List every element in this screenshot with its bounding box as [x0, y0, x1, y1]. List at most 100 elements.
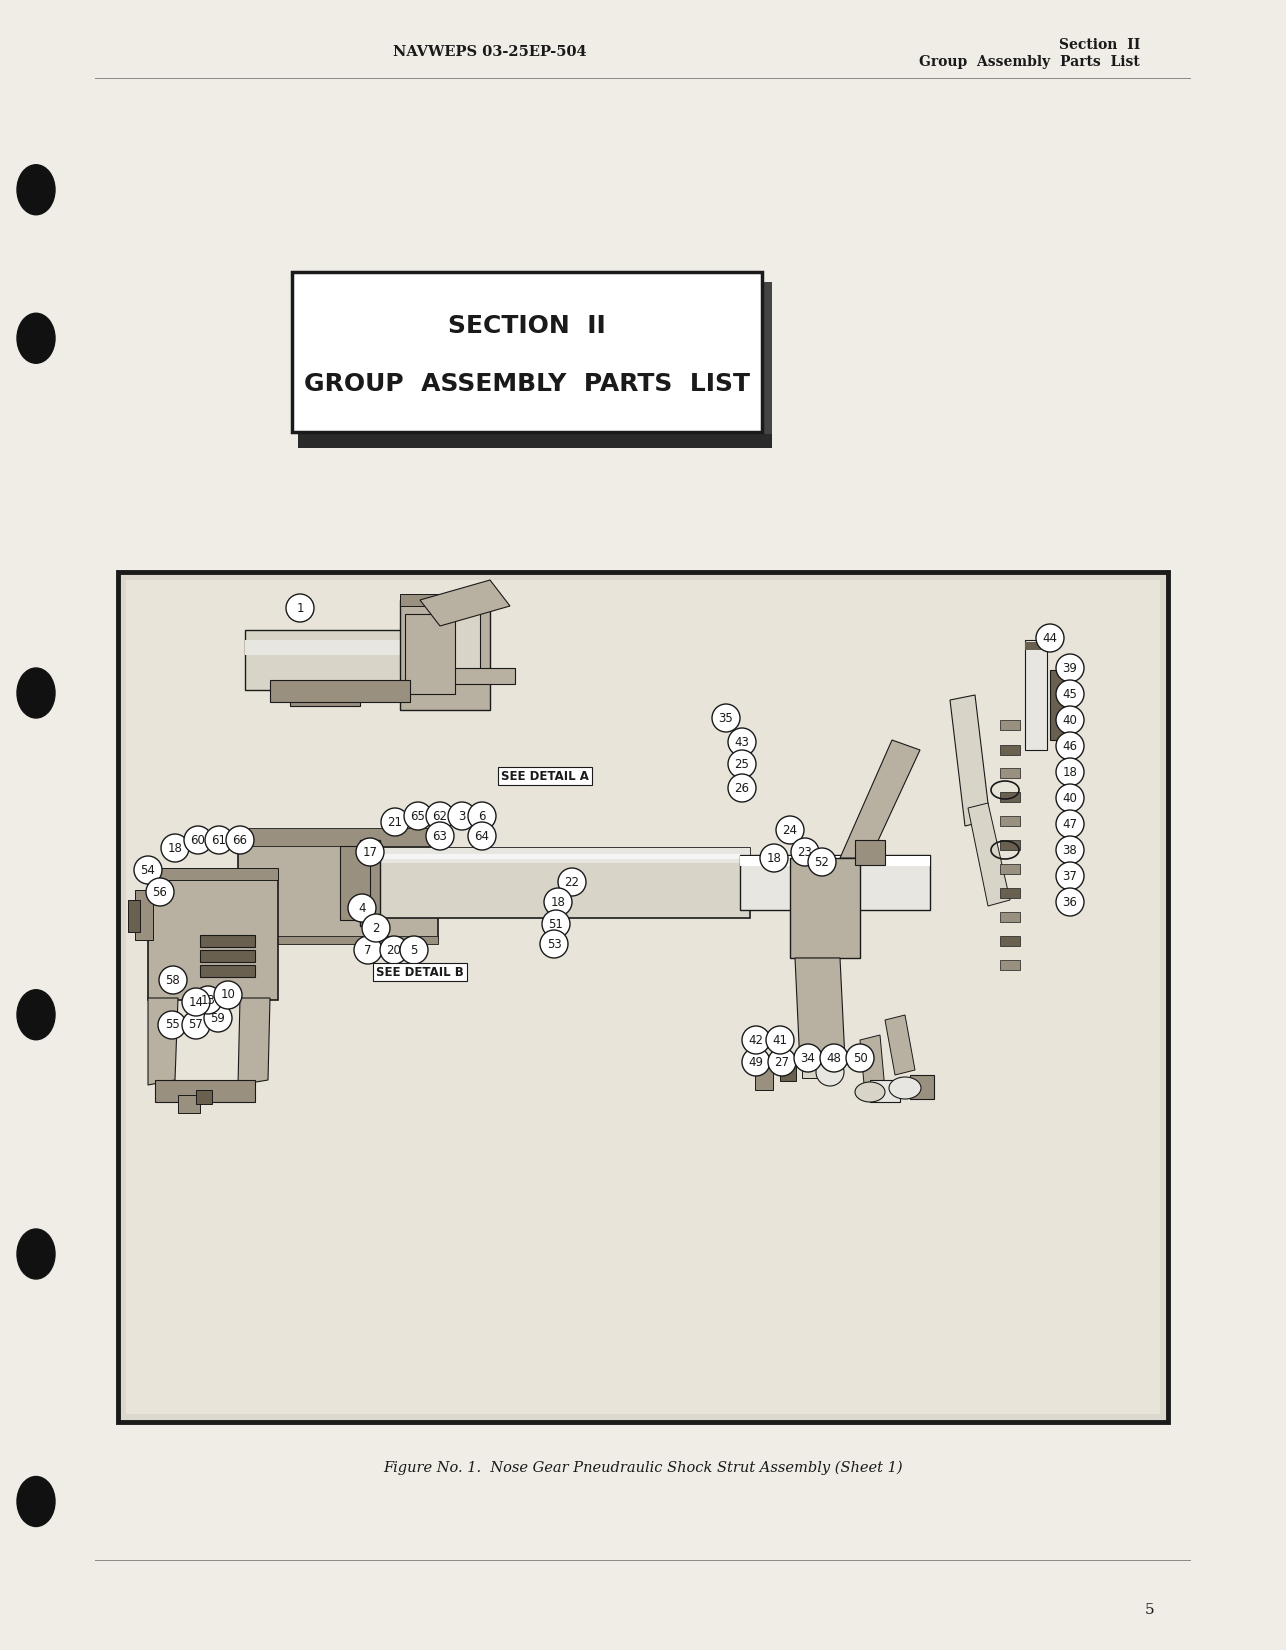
- Text: 5: 5: [410, 944, 418, 957]
- Circle shape: [400, 936, 428, 964]
- Ellipse shape: [17, 314, 55, 363]
- Text: 39: 39: [1062, 662, 1078, 675]
- Bar: [246, 640, 424, 655]
- Bar: [148, 870, 278, 1000]
- Circle shape: [379, 936, 408, 964]
- Text: 38: 38: [1062, 843, 1078, 856]
- Text: NAVWEPS 03-25EP-504: NAVWEPS 03-25EP-504: [394, 45, 586, 59]
- Bar: [195, 1091, 212, 1104]
- Text: 10: 10: [221, 988, 235, 1002]
- Polygon shape: [840, 739, 919, 858]
- Circle shape: [728, 774, 756, 802]
- Circle shape: [1056, 706, 1084, 734]
- Circle shape: [354, 936, 382, 964]
- Bar: [177, 1096, 201, 1114]
- Polygon shape: [421, 581, 511, 625]
- Circle shape: [712, 705, 739, 733]
- Circle shape: [775, 817, 804, 845]
- Bar: [118, 573, 1168, 1422]
- Bar: [755, 1059, 773, 1091]
- Circle shape: [213, 982, 242, 1010]
- Circle shape: [161, 833, 189, 861]
- Circle shape: [540, 931, 568, 959]
- Text: 57: 57: [189, 1018, 203, 1031]
- Bar: [292, 272, 763, 432]
- Circle shape: [159, 965, 186, 993]
- Bar: [871, 1081, 900, 1102]
- Circle shape: [158, 1011, 186, 1040]
- Circle shape: [1056, 837, 1084, 865]
- Text: 18: 18: [550, 896, 566, 909]
- Text: 18: 18: [1062, 766, 1078, 779]
- Text: 54: 54: [140, 863, 156, 876]
- Text: 50: 50: [853, 1051, 867, 1064]
- Text: 40: 40: [1062, 713, 1078, 726]
- Text: 20: 20: [387, 944, 401, 957]
- Circle shape: [426, 802, 454, 830]
- Bar: [790, 858, 860, 959]
- Bar: [1001, 746, 1020, 756]
- Text: SECTION  II: SECTION II: [448, 315, 606, 338]
- Text: 5: 5: [1146, 1604, 1155, 1617]
- Circle shape: [404, 802, 432, 830]
- Text: Figure No. 1.  Nose Gear Pneudraulic Shock Strut Assembly (Sheet 1): Figure No. 1. Nose Gear Pneudraulic Shoc…: [383, 1460, 903, 1475]
- Bar: [246, 630, 424, 690]
- Bar: [148, 868, 278, 879]
- Bar: [135, 889, 153, 940]
- Ellipse shape: [17, 990, 55, 1040]
- Text: 18: 18: [167, 842, 183, 855]
- Text: 59: 59: [211, 1011, 225, 1025]
- Circle shape: [1056, 757, 1084, 785]
- Text: SEE DETAIL B: SEE DETAIL B: [376, 965, 464, 978]
- Circle shape: [846, 1044, 874, 1072]
- Text: 13: 13: [201, 993, 216, 1006]
- Bar: [370, 855, 750, 860]
- Text: 34: 34: [801, 1051, 815, 1064]
- Circle shape: [381, 808, 409, 837]
- Bar: [201, 965, 255, 977]
- Bar: [360, 840, 379, 926]
- Bar: [340, 846, 370, 921]
- Ellipse shape: [855, 1082, 885, 1102]
- Text: 2: 2: [372, 921, 379, 934]
- Text: 14: 14: [189, 995, 203, 1008]
- Bar: [1001, 936, 1020, 945]
- Bar: [1049, 670, 1065, 739]
- Circle shape: [134, 856, 162, 884]
- Bar: [370, 848, 750, 863]
- Circle shape: [793, 1044, 822, 1072]
- Text: 26: 26: [734, 782, 750, 795]
- Text: 44: 44: [1043, 632, 1057, 645]
- Ellipse shape: [889, 1077, 921, 1099]
- Text: 56: 56: [153, 886, 167, 899]
- Circle shape: [1056, 888, 1084, 916]
- Bar: [1025, 640, 1047, 751]
- Text: 35: 35: [719, 711, 733, 724]
- Bar: [156, 1081, 255, 1102]
- Bar: [201, 950, 255, 962]
- Circle shape: [349, 894, 376, 922]
- Bar: [201, 936, 255, 947]
- Text: 4: 4: [359, 901, 365, 914]
- Text: 24: 24: [782, 823, 797, 837]
- Text: 49: 49: [748, 1056, 764, 1069]
- Ellipse shape: [17, 1477, 55, 1526]
- Text: 27: 27: [774, 1056, 790, 1069]
- Text: GROUP  ASSEMBLY  PARTS  LIST: GROUP ASSEMBLY PARTS LIST: [303, 371, 750, 396]
- Bar: [126, 581, 1160, 1414]
- Circle shape: [356, 838, 385, 866]
- Circle shape: [1056, 784, 1084, 812]
- Polygon shape: [885, 1015, 916, 1076]
- Bar: [238, 936, 439, 944]
- Circle shape: [760, 845, 788, 871]
- Text: 43: 43: [734, 736, 750, 749]
- Bar: [400, 594, 490, 606]
- Text: 66: 66: [233, 833, 247, 846]
- Bar: [855, 840, 885, 865]
- Bar: [781, 1054, 796, 1081]
- Circle shape: [1056, 733, 1084, 761]
- Circle shape: [147, 878, 174, 906]
- Circle shape: [468, 822, 496, 850]
- Text: 42: 42: [748, 1033, 764, 1046]
- Text: 1: 1: [296, 602, 303, 614]
